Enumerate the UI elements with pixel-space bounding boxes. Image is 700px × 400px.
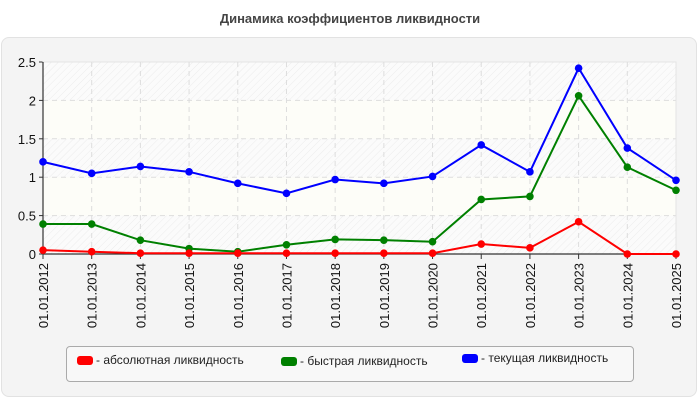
data-point[interactable] xyxy=(282,240,291,249)
x-tick-label: 01.01.2015 xyxy=(182,263,197,328)
x-tick-label: 01.01.2025 xyxy=(669,263,684,328)
data-point[interactable] xyxy=(526,168,534,176)
data-point[interactable] xyxy=(282,249,291,258)
data-point[interactable] xyxy=(477,195,486,204)
data-point[interactable] xyxy=(233,249,242,258)
legend-item-current[interactable]: - текущая ликвидность xyxy=(462,351,608,365)
data-point[interactable] xyxy=(526,244,534,252)
x-tick-label: 01.01.2022 xyxy=(523,263,538,328)
x-tick-label: 01.01.2020 xyxy=(426,263,441,328)
data-point[interactable] xyxy=(136,236,145,244)
data-point[interactable] xyxy=(39,246,47,254)
plot-band xyxy=(43,138,676,178)
y-tick-label: 0 xyxy=(29,247,36,262)
y-tick-label: 2 xyxy=(29,93,36,108)
y-tick-label: 0.5 xyxy=(18,209,36,224)
data-point[interactable] xyxy=(623,144,632,152)
data-point[interactable] xyxy=(428,237,437,246)
data-point[interactable] xyxy=(331,249,339,258)
data-point[interactable] xyxy=(526,192,534,201)
legend-item-quick[interactable]: - быстрая ликвидность xyxy=(281,354,428,368)
data-point[interactable] xyxy=(672,176,680,185)
plot-band xyxy=(43,62,676,101)
x-tick-label: 01.01.2024 xyxy=(620,263,635,328)
data-point[interactable] xyxy=(477,141,486,149)
x-tick-label: 01.01.2014 xyxy=(133,263,148,328)
x-tick-label: 01.01.2012 xyxy=(36,263,51,328)
x-tick-label: 01.01.2016 xyxy=(231,263,246,328)
y-tick-label: 2.5 xyxy=(18,55,36,70)
data-point[interactable] xyxy=(185,249,193,258)
x-tick-label: 01.01.2013 xyxy=(85,263,100,328)
data-point[interactable] xyxy=(574,64,583,72)
plot-band xyxy=(43,215,676,254)
plot-area: 0 0.5 1 1.5 2 2.5 01.01.2012 01.01.2013 01.01.20… xyxy=(18,55,684,328)
data-point[interactable] xyxy=(331,175,339,184)
x-tick-label: 01.01.2021 xyxy=(474,263,489,328)
plot-band xyxy=(43,100,676,139)
data-point[interactable] xyxy=(87,169,96,178)
legend-label: - абсолютная ликвидность xyxy=(96,353,244,367)
data-point[interactable] xyxy=(39,220,47,228)
x-tick-label: 01.01.2023 xyxy=(572,263,587,328)
legend: - абсолютная ликвидность - быстрая ликви… xyxy=(66,346,634,382)
legend-swatch-green xyxy=(281,356,297,366)
y-tick-label: 1.5 xyxy=(18,132,36,147)
data-point[interactable] xyxy=(39,158,47,166)
legend-label: - быстрая ликвидность xyxy=(300,354,428,368)
data-point[interactable] xyxy=(623,250,632,258)
legend-label: - текущая ликвидность xyxy=(481,351,609,365)
data-point[interactable] xyxy=(428,249,437,258)
data-point[interactable] xyxy=(574,91,583,100)
data-point[interactable] xyxy=(623,163,632,172)
data-point[interactable] xyxy=(282,189,291,198)
legend-item-absolute[interactable]: - абсолютная ликвидность xyxy=(77,353,244,367)
series-line xyxy=(42,220,676,255)
data-point[interactable] xyxy=(672,250,680,258)
chart-title: Динамика коэффициентов ликвидности xyxy=(219,11,481,26)
x-tick-label: 01.01.2019 xyxy=(377,263,392,328)
data-point[interactable] xyxy=(574,217,583,226)
x-tick-label: 01.01.2018 xyxy=(328,263,343,328)
data-point[interactable] xyxy=(87,220,96,228)
x-tick-label: 01.01.2017 xyxy=(279,263,294,328)
data-point[interactable] xyxy=(428,172,437,181)
data-point[interactable] xyxy=(87,247,96,256)
plot-band xyxy=(43,177,676,216)
data-point[interactable] xyxy=(185,168,193,176)
series-line xyxy=(42,66,677,195)
data-point[interactable] xyxy=(672,186,680,195)
legend-swatch-red xyxy=(77,355,93,365)
data-point[interactable] xyxy=(380,236,388,244)
data-point[interactable] xyxy=(136,249,145,258)
data-point[interactable] xyxy=(331,235,339,244)
data-point[interactable] xyxy=(136,162,145,171)
legend-swatch-blue xyxy=(462,353,478,363)
data-point[interactable] xyxy=(233,179,242,188)
data-point[interactable] xyxy=(380,249,388,258)
data-point[interactable] xyxy=(380,179,388,188)
series-line xyxy=(43,93,677,253)
data-point[interactable] xyxy=(477,240,486,248)
y-tick-label: 1 xyxy=(29,170,36,185)
